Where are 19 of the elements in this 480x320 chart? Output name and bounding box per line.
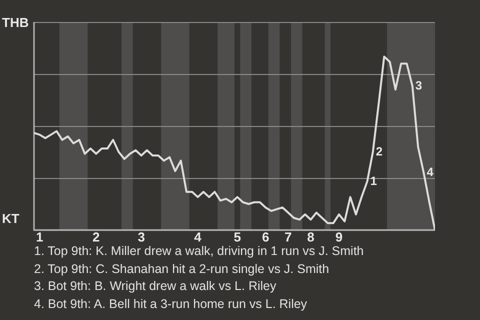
text: 1. Top 9th: K. Miller drew a walk, driving in 1 run vs J. Smith bbox=[34, 243, 364, 260]
annotation: 4 bbox=[426, 165, 434, 180]
x-tick-label: 5 bbox=[234, 229, 241, 244]
x-tick-label: 8 bbox=[307, 229, 314, 244]
annotation: 3 bbox=[415, 78, 422, 92]
x-tick-label: 1 bbox=[36, 229, 44, 244]
text: 4. Bot 9th: A. Bell hit a 3-run home run vs L. Riley bbox=[34, 296, 308, 313]
x-tick-label: 3 bbox=[138, 229, 145, 244]
annotation: 1 bbox=[370, 174, 378, 188]
annotation: 2 bbox=[376, 144, 383, 158]
text: 2. Top 9th: C. Shanahan hit a 2-run single vs J. Smith bbox=[34, 260, 330, 278]
text: 3. Bot 9th: B. Wright drew a walk vs L. Riley bbox=[34, 278, 278, 295]
x-tick-label: 7 bbox=[284, 229, 292, 244]
text: THB bbox=[2, 15, 29, 30]
x-tick-label: 6 bbox=[262, 229, 270, 244]
x-tick-label: 4 bbox=[194, 229, 202, 244]
x-tick-label: 2 bbox=[92, 229, 100, 244]
text: KT bbox=[2, 211, 20, 226]
x-tick-label: 9 bbox=[335, 229, 343, 244]
